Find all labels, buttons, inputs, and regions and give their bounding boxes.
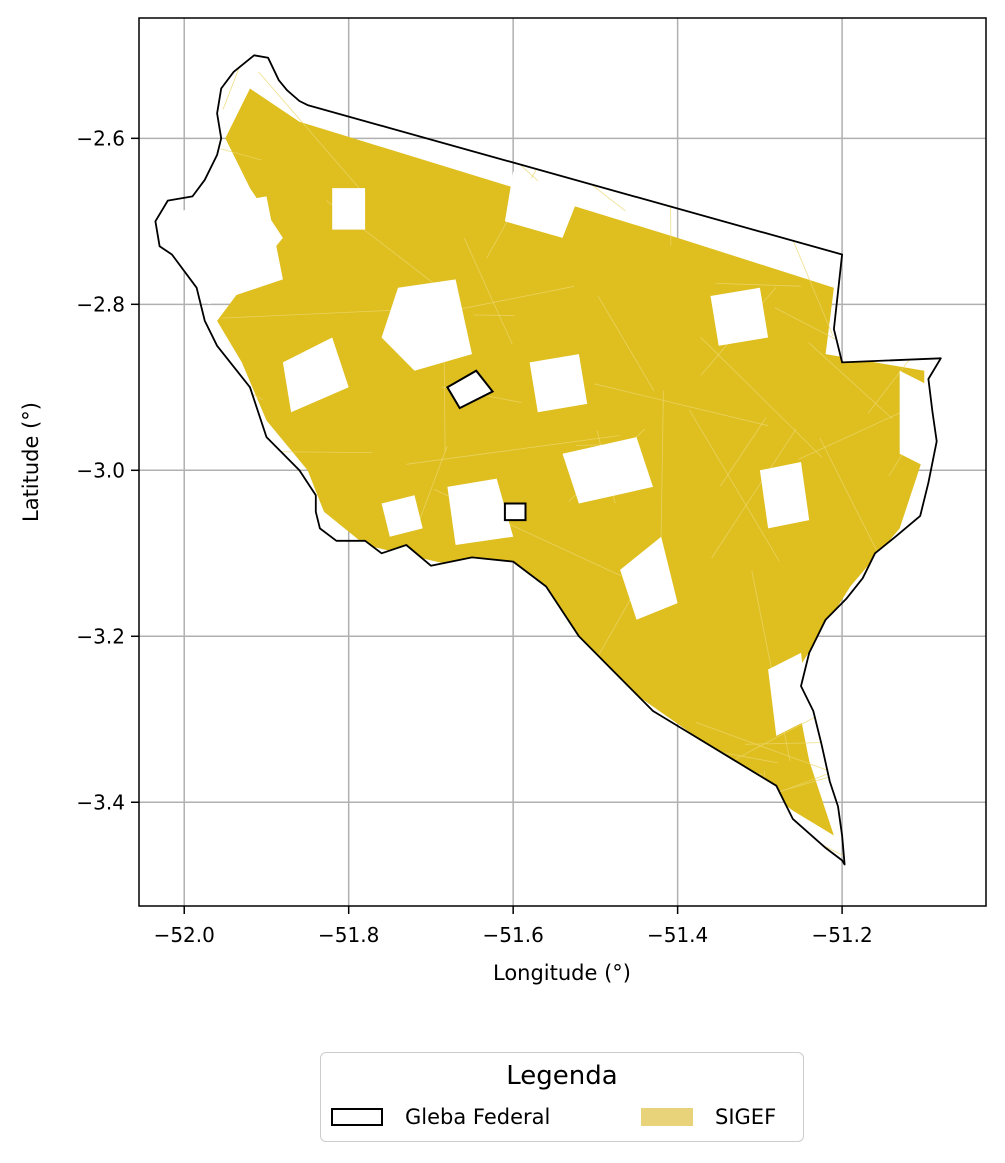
- municipality-boundary: [154, 54, 942, 866]
- parcel-line: [613, 789, 667, 827]
- x-tick-label: −51.4: [647, 923, 708, 947]
- x-tick-label: −51.2: [811, 923, 872, 947]
- parcel-line: [155, 757, 205, 820]
- parcel-line: [461, 60, 656, 131]
- gap-area-6: [562, 437, 653, 504]
- parcel-line: [716, 283, 801, 287]
- y-tick-label: −3.2: [76, 624, 125, 648]
- parcel-line: [257, 598, 302, 615]
- parcel-line: [563, 782, 765, 797]
- x-tick-label: −51.8: [318, 923, 379, 947]
- parcel-line: [854, 55, 941, 141]
- parcel-line: [660, 390, 664, 555]
- parcel-line: [669, 105, 672, 246]
- parcel-line: [923, 211, 941, 272]
- gap-area-1: [381, 279, 472, 371]
- gap-area-8: [759, 462, 810, 529]
- parcel-line: [597, 295, 655, 392]
- gleba-federal-parcels: [446, 369, 527, 522]
- parcel-line: [623, 740, 698, 761]
- y-tick-label: −2.8: [76, 292, 125, 316]
- gap-area-3: [282, 337, 349, 413]
- parcel-line: [594, 383, 769, 427]
- legend: Legenda Gleba Federal SIGEF: [320, 1052, 804, 1142]
- gleba-federal-1: [503, 502, 527, 522]
- legend-swatch-outline: [331, 1108, 383, 1126]
- parcel-line: [689, 409, 780, 562]
- gap-area-4: [899, 370, 933, 471]
- legend-title: Legenda: [506, 1061, 618, 1091]
- gap-area-2: [504, 171, 579, 238]
- parcel-line: [258, 71, 362, 191]
- gleba-federal-0: [446, 369, 495, 410]
- parcel-line: [849, 66, 893, 160]
- legend-item-sigef: SIGEF: [641, 1105, 776, 1129]
- parcel-line: [700, 336, 823, 458]
- gap-area-12: [768, 652, 810, 736]
- unregistered-gaps: [167, 171, 933, 736]
- gap-area-5: [447, 478, 514, 545]
- parcel-line: [709, 55, 792, 147]
- x-axis-ticks: −52.0 −51.8 −51.6 −51.4 −51.2: [154, 906, 873, 947]
- gap-area-9: [529, 354, 588, 413]
- parcel-line: [876, 632, 941, 758]
- parcel-line: [406, 435, 620, 465]
- parcel-line: [220, 148, 262, 161]
- plot-frame: [138, 17, 987, 907]
- y-tick-label: −3.0: [76, 458, 125, 482]
- parcel-line: [676, 59, 745, 165]
- gap-area-11: [381, 495, 423, 537]
- map-layers: [154, 54, 942, 866]
- parcel-line: [222, 55, 253, 110]
- parcel-line: [808, 342, 893, 419]
- parcel-line: [463, 238, 513, 345]
- gap-area-13: [332, 188, 366, 230]
- parcel-line: [473, 314, 515, 316]
- parcel-line: [819, 674, 941, 726]
- parcel-line: [719, 417, 767, 487]
- parcel-line: [306, 746, 340, 865]
- legend-label-sigef: SIGEF: [715, 1105, 777, 1129]
- x-axis-label: Longitude (°): [493, 961, 631, 985]
- x-tick-label: −51.6: [483, 923, 544, 947]
- y-axis-label: Latitude (°): [19, 402, 43, 522]
- legend-item-gleba-federal: Gleba Federal: [331, 1105, 550, 1129]
- parcel-line: [711, 428, 797, 559]
- y-axis-ticks: −2.6 −2.8 −3.0 −3.2 −3.4: [76, 126, 139, 814]
- gap-area-7: [620, 536, 678, 620]
- gap-area-10: [710, 287, 769, 346]
- gap-area-0: [167, 196, 283, 305]
- x-tick-label: −52.0: [154, 923, 215, 947]
- sigef-layer: [155, 55, 941, 865]
- parcel-line: [682, 756, 687, 826]
- y-tick-label: −3.4: [76, 790, 125, 814]
- parcel-line: [169, 601, 270, 739]
- legend-label-gleba-federal: Gleba Federal: [405, 1105, 551, 1129]
- parcel-line: [763, 770, 769, 845]
- parcel-line: [853, 732, 894, 825]
- parcel-line: [289, 553, 379, 639]
- y-tick-label: −2.6: [76, 126, 125, 150]
- parcel-line: [308, 600, 360, 667]
- legend-swatch-fill: [641, 1108, 693, 1126]
